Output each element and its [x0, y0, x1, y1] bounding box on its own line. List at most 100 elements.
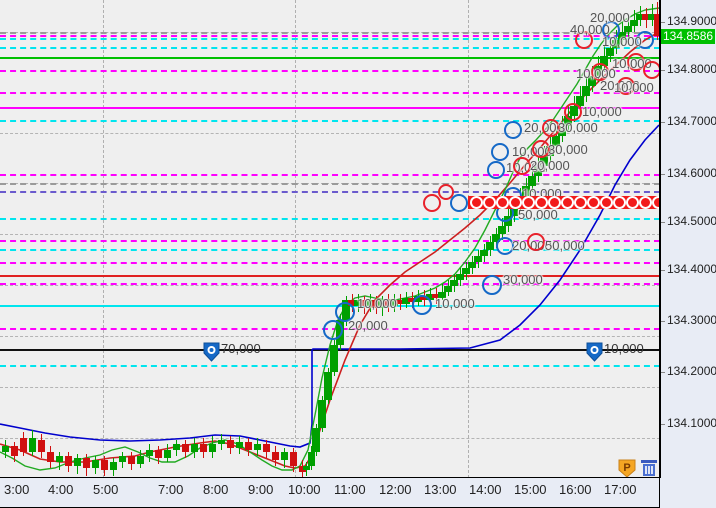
sell-order-marker[interactable]	[532, 140, 550, 158]
order-volume-label: 30,000	[558, 120, 598, 135]
trash-icon	[641, 460, 657, 476]
sell-order-marker[interactable]	[527, 233, 545, 251]
position-order-marker[interactable]	[561, 196, 574, 209]
candle-body	[564, 116, 572, 126]
price-level-line[interactable]	[0, 191, 660, 193]
price-level-line[interactable]	[0, 262, 660, 264]
candle-body	[299, 466, 306, 472]
chart-plot-area[interactable]: 10,000 20,000 10,000 30,000 20,000 50,000 50,0…	[0, 0, 660, 478]
time-axis[interactable]: 3:00 4:00 5:00 7:00 8:00 9:00 10:00 11:00 12:00 1…	[0, 478, 660, 508]
price-level-line[interactable]	[0, 120, 660, 122]
order-volume-label: 40,000	[570, 22, 610, 37]
position-order-marker[interactable]	[639, 196, 652, 209]
price-alert-pin[interactable]	[203, 342, 220, 362]
candle-body	[606, 48, 614, 56]
sell-order-marker[interactable]	[513, 157, 531, 175]
position-order-marker[interactable]	[613, 196, 626, 209]
order-volume-label: 10,000	[435, 296, 475, 311]
position-order-marker[interactable]	[509, 196, 522, 209]
price-level-line[interactable]	[0, 107, 660, 109]
candle-body	[540, 156, 548, 166]
time-tick-label: 12:00	[379, 482, 412, 497]
time-tick-label: 17:00	[604, 482, 637, 497]
position-order-marker[interactable]	[652, 196, 660, 209]
buy-order-marker[interactable]	[496, 237, 514, 255]
price-axis[interactable]: 134.9000 134.8000 134.7000 134.6000 134.5000…	[660, 0, 716, 478]
price-level-line[interactable]	[0, 275, 660, 277]
candle-body	[468, 262, 476, 268]
price-level-line[interactable]	[0, 47, 660, 49]
position-order-marker[interactable]	[470, 196, 483, 209]
position-order-marker[interactable]	[496, 196, 509, 209]
buy-order-marker[interactable]	[504, 121, 522, 139]
candle-body	[528, 176, 536, 186]
candle-body	[384, 300, 392, 306]
price-level-line[interactable]	[0, 249, 660, 251]
candle-body	[636, 14, 644, 20]
position-order-marker[interactable]	[600, 196, 613, 209]
price-level-line[interactable]	[0, 283, 660, 285]
price-level-line[interactable]	[0, 240, 660, 242]
candle-body	[600, 56, 608, 66]
price-level-line[interactable]	[0, 32, 660, 34]
position-order-marker[interactable]	[522, 196, 535, 209]
candle-body	[272, 452, 279, 460]
candle-body	[480, 250, 488, 256]
buy-order-marker[interactable]	[412, 295, 432, 315]
candle-body	[618, 32, 626, 40]
position-order-marker[interactable]	[626, 196, 639, 209]
candle-body	[65, 456, 72, 466]
order-volume-label: 30,000	[503, 272, 543, 287]
price-level-line[interactable]	[0, 183, 660, 185]
sell-order-marker[interactable]	[564, 103, 582, 121]
price-level-line[interactable]	[0, 218, 660, 220]
candle-body	[648, 14, 656, 20]
axis-corner	[660, 478, 716, 508]
price-level-line[interactable]	[0, 57, 660, 59]
buy-order-marker[interactable]	[487, 161, 505, 179]
price-alert-pin[interactable]	[586, 342, 603, 362]
buy-order-marker[interactable]	[482, 275, 502, 295]
position-order-marker[interactable]	[535, 196, 548, 209]
candle-body	[110, 462, 117, 470]
sell-order-marker[interactable]	[643, 61, 660, 79]
price-tick-mark	[661, 321, 665, 322]
price-level-line[interactable]	[0, 305, 660, 307]
buy-order-marker[interactable]	[491, 143, 509, 161]
buy-order-marker[interactable]	[602, 21, 620, 39]
sell-order-marker[interactable]	[438, 184, 454, 200]
price-level-line[interactable]	[0, 92, 660, 94]
candle-body	[588, 76, 596, 86]
position-order-marker[interactable]	[548, 196, 561, 209]
candle-body	[312, 428, 320, 452]
sell-order-marker[interactable]	[423, 194, 441, 212]
sell-order-marker[interactable]	[627, 53, 645, 71]
buy-order-marker[interactable]	[323, 320, 343, 340]
vertical-gridline	[295, 0, 296, 478]
position-order-marker[interactable]	[587, 196, 600, 209]
candle-body	[366, 300, 374, 306]
candle-body	[236, 442, 243, 448]
candle-body	[396, 300, 404, 304]
buy-order-marker[interactable]	[335, 302, 355, 322]
sell-order-marker[interactable]	[591, 63, 609, 81]
order-volume-label: 10,000	[582, 104, 622, 119]
position-order-marker[interactable]	[574, 196, 587, 209]
buy-order-marker[interactable]	[450, 194, 468, 212]
candle-body	[164, 450, 171, 458]
sell-order-marker[interactable]	[617, 77, 635, 95]
price-tick-mark	[661, 122, 665, 123]
price-level-line[interactable]	[0, 38, 660, 40]
sell-order-marker[interactable]	[542, 119, 560, 137]
sell-order-marker[interactable]	[575, 31, 593, 49]
candle-body	[56, 456, 63, 462]
price-level-line[interactable]	[0, 35, 660, 37]
buy-order-marker[interactable]	[636, 31, 654, 49]
candle-body	[101, 460, 108, 470]
moving-average-line	[0, 124, 660, 448]
price-level-line[interactable]	[0, 174, 660, 176]
position-order-marker[interactable]	[483, 196, 496, 209]
chart-tools[interactable]: P	[618, 458, 660, 478]
price-level-line[interactable]	[0, 70, 660, 72]
